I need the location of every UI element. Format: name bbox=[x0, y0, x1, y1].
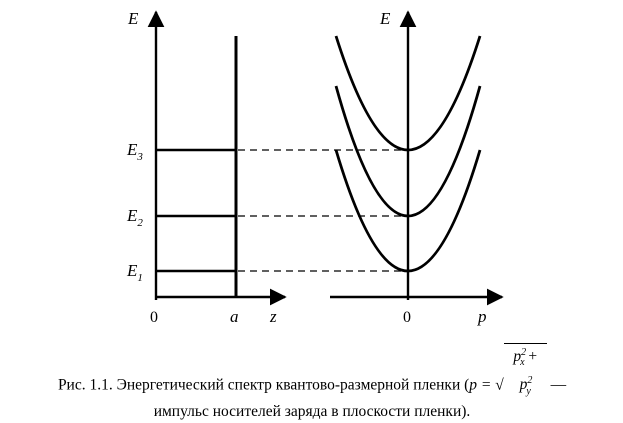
well-width-label: a bbox=[230, 307, 239, 326]
caption-formula-lhs: p = bbox=[469, 376, 496, 394]
caption-line-2: импульс носителей заряда в плоскости пле… bbox=[153, 402, 471, 420]
caption-prefix: Рис. 1.1. Энергетический спектр квантово… bbox=[57, 376, 470, 394]
right-origin-label: 0 bbox=[403, 309, 411, 326]
left-panel: E z 0 a E3 E2 E1 bbox=[126, 9, 287, 326]
level-e2-label: E2 bbox=[126, 206, 143, 229]
left-z-label: z bbox=[269, 307, 277, 326]
caption-formula-radicand: p2x + p2y bbox=[503, 343, 547, 401]
right-energy-label: E bbox=[379, 9, 391, 28]
caption-line-1: Рис. 1.1. Энергетический спектр квантово… bbox=[18, 343, 606, 401]
figure-caption: Рис. 1.1. Энергетический спектр квантово… bbox=[18, 343, 606, 423]
caption-suffix: — bbox=[546, 376, 567, 394]
sqrt-sign: √ bbox=[495, 376, 504, 394]
subband-parabola-1 bbox=[334, 149, 482, 273]
right-p-label: p bbox=[477, 307, 487, 326]
subband-parabola-3 bbox=[334, 35, 482, 152]
level-e1-label: E1 bbox=[126, 261, 143, 284]
left-origin-label: 0 bbox=[150, 309, 158, 326]
right-panel: E p 0 bbox=[330, 9, 504, 326]
energy-spectrum-figure: E z 0 a E3 E2 E1 E p 0 bbox=[126, 9, 504, 326]
left-energy-label: E bbox=[127, 9, 139, 28]
level-e3-label: E3 bbox=[126, 140, 143, 163]
subband-parabola-2 bbox=[334, 85, 482, 218]
level-connectors bbox=[238, 149, 404, 272]
